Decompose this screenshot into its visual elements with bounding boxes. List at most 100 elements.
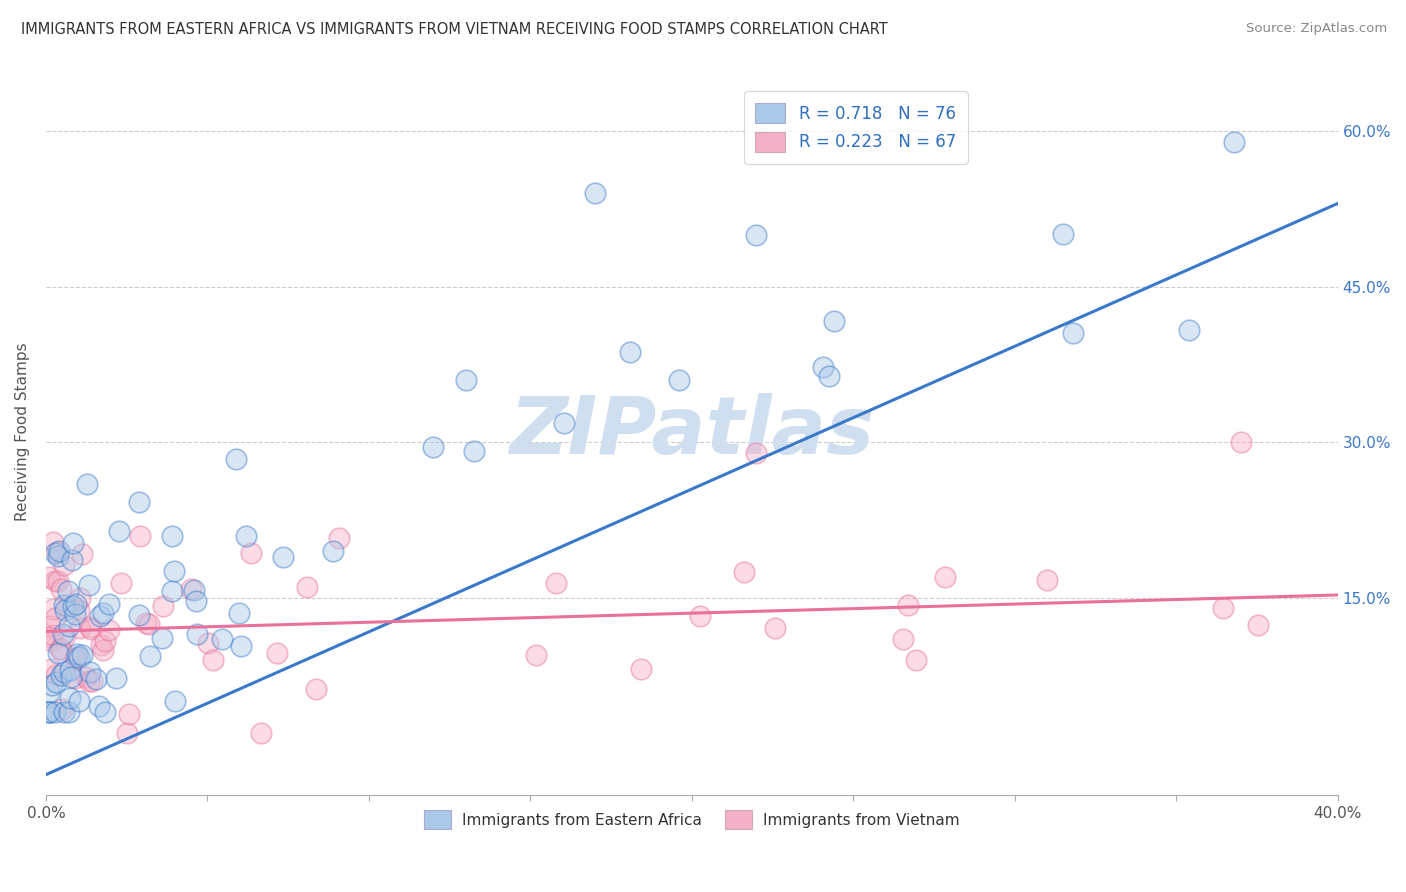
Point xyxy=(163,694,186,708)
Point xyxy=(53,603,76,617)
Point xyxy=(211,632,233,647)
Point xyxy=(240,546,263,560)
Point xyxy=(733,565,755,579)
Point xyxy=(63,607,86,621)
Point xyxy=(271,549,294,564)
Point xyxy=(66,647,89,661)
Point xyxy=(108,524,131,539)
Point xyxy=(67,694,90,708)
Point xyxy=(58,618,80,632)
Point xyxy=(58,584,80,599)
Point xyxy=(630,662,652,676)
Point xyxy=(38,619,60,633)
Point xyxy=(45,544,67,558)
Point xyxy=(823,314,845,328)
Point xyxy=(60,553,83,567)
Point xyxy=(225,452,247,467)
Point xyxy=(42,602,65,616)
Point xyxy=(79,620,101,634)
Point xyxy=(228,607,250,621)
Point xyxy=(62,599,84,613)
Point xyxy=(52,627,75,641)
Point xyxy=(138,616,160,631)
Point xyxy=(152,599,174,613)
Point xyxy=(117,707,139,722)
Point xyxy=(454,373,477,387)
Point xyxy=(82,674,104,689)
Point xyxy=(44,611,66,625)
Point xyxy=(77,674,100,689)
Point xyxy=(619,344,641,359)
Point xyxy=(67,650,90,665)
Point xyxy=(197,636,219,650)
Point xyxy=(904,653,927,667)
Point xyxy=(322,544,344,558)
Point xyxy=(52,598,75,612)
Point xyxy=(1229,435,1251,450)
Point xyxy=(76,477,98,491)
Point xyxy=(53,629,76,643)
Point xyxy=(91,607,114,621)
Point xyxy=(1222,135,1244,149)
Point xyxy=(115,726,138,740)
Point xyxy=(51,642,73,657)
Text: Source: ZipAtlas.com: Source: ZipAtlas.com xyxy=(1247,22,1388,36)
Point xyxy=(1036,573,1059,587)
Point xyxy=(1212,601,1234,615)
Point xyxy=(745,446,768,460)
Point xyxy=(463,444,485,458)
Point xyxy=(934,570,956,584)
Point xyxy=(128,608,150,623)
Point xyxy=(266,646,288,660)
Point xyxy=(91,643,114,657)
Point xyxy=(44,546,66,560)
Point xyxy=(41,628,63,642)
Point xyxy=(763,622,786,636)
Point xyxy=(90,638,112,652)
Point xyxy=(84,672,107,686)
Point xyxy=(897,598,920,612)
Point xyxy=(38,706,60,720)
Point xyxy=(44,574,66,588)
Point xyxy=(75,670,97,684)
Point xyxy=(77,577,100,591)
Point xyxy=(135,616,157,631)
Point xyxy=(583,186,606,201)
Point xyxy=(70,547,93,561)
Point xyxy=(295,580,318,594)
Point xyxy=(1247,618,1270,632)
Point xyxy=(65,597,87,611)
Legend: Immigrants from Eastern Africa, Immigrants from Vietnam: Immigrants from Eastern Africa, Immigran… xyxy=(418,805,966,835)
Point xyxy=(80,622,103,636)
Point xyxy=(105,671,128,685)
Point xyxy=(51,702,73,716)
Text: IMMIGRANTS FROM EASTERN AFRICA VS IMMIGRANTS FROM VIETNAM RECEIVING FOOD STAMPS : IMMIGRANTS FROM EASTERN AFRICA VS IMMIGR… xyxy=(21,22,887,37)
Point xyxy=(79,665,101,679)
Point xyxy=(1062,326,1084,341)
Text: ZIPatlas: ZIPatlas xyxy=(509,393,875,471)
Point xyxy=(160,584,183,599)
Point xyxy=(38,570,60,584)
Point xyxy=(817,369,839,384)
Point xyxy=(544,575,567,590)
Point xyxy=(689,608,711,623)
Point xyxy=(58,599,80,614)
Point xyxy=(89,608,111,623)
Point xyxy=(41,634,63,648)
Point xyxy=(180,582,202,596)
Y-axis label: Receiving Food Stamps: Receiving Food Stamps xyxy=(15,343,30,521)
Point xyxy=(58,706,80,720)
Point xyxy=(59,663,82,677)
Point xyxy=(128,495,150,509)
Point xyxy=(163,564,186,578)
Point xyxy=(524,648,547,662)
Point xyxy=(65,650,87,665)
Point xyxy=(201,653,224,667)
Point xyxy=(69,591,91,606)
Point xyxy=(49,668,72,682)
Point xyxy=(38,706,60,720)
Point xyxy=(87,699,110,714)
Point xyxy=(52,665,75,679)
Point xyxy=(422,440,444,454)
Point xyxy=(59,691,82,706)
